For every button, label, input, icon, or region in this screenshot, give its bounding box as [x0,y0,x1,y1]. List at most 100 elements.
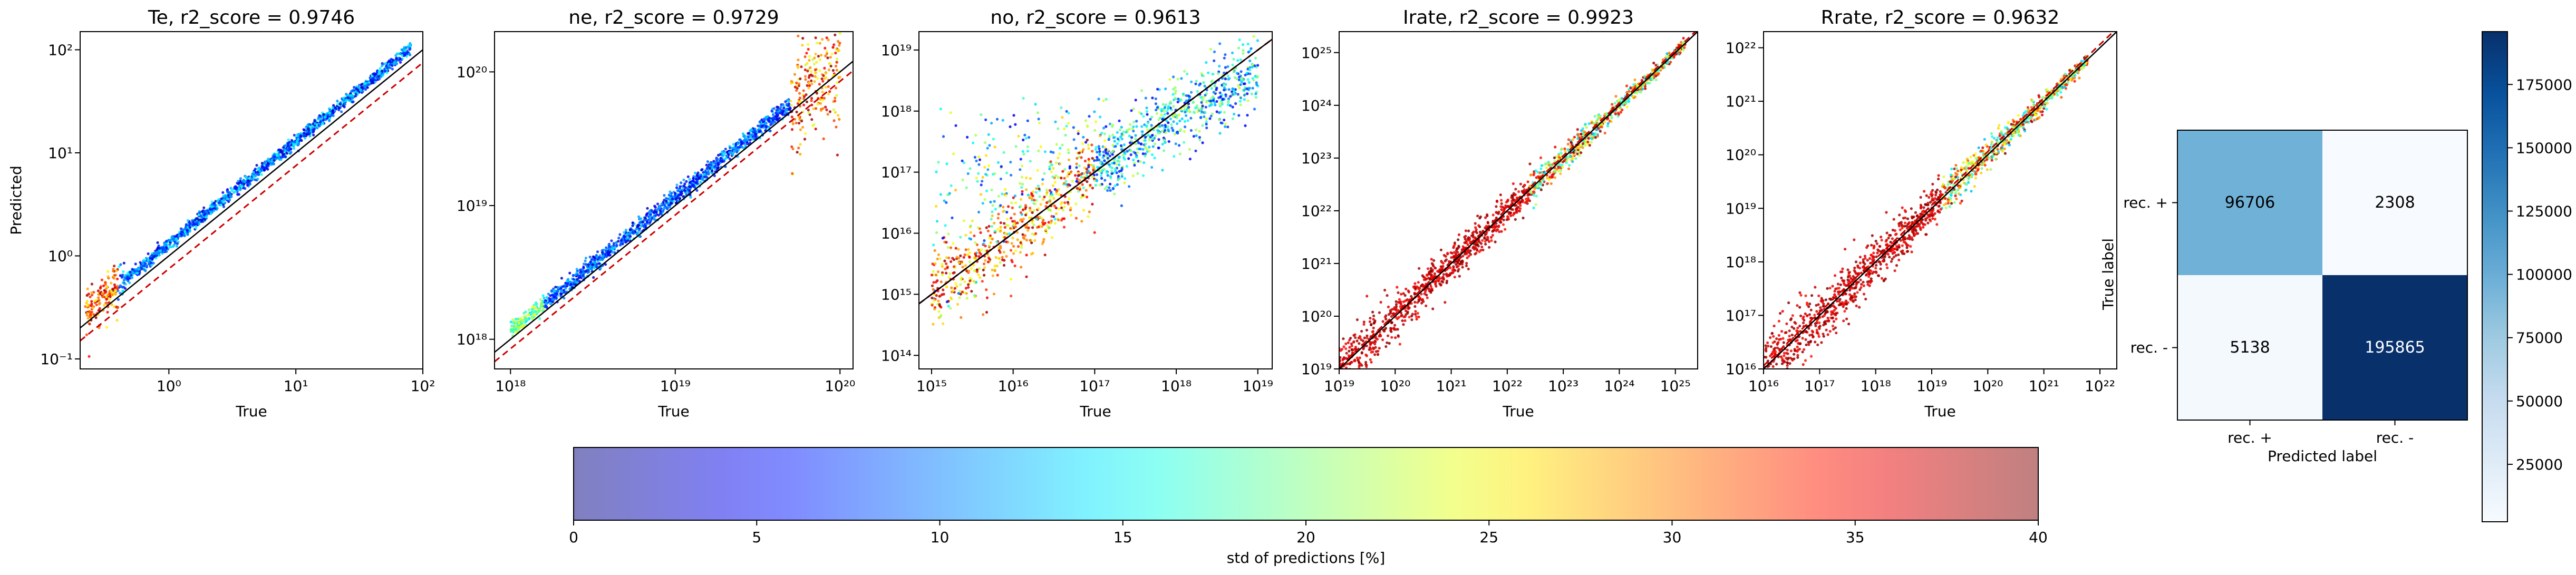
scatter-point [981,176,984,179]
scatter-point [833,5,836,7]
scatter-point [1060,219,1063,222]
scatter-point [615,241,618,245]
scatter-point [952,289,955,293]
scatter-point [345,92,348,96]
scatter-point [1243,82,1246,85]
scatter-point [961,266,964,269]
scatter-point [1118,119,1121,122]
scatter-point [1164,124,1167,127]
y-tick-label: 10² [48,41,73,59]
scatter-point [1076,187,1079,190]
scatter-point [942,322,945,325]
scatter-point [978,251,981,255]
scatter-point [287,138,290,141]
scatter-point [932,243,935,247]
scatter-point [724,148,727,151]
scatter-point [1061,143,1064,147]
scatter-point [976,180,979,183]
scatter-point [378,77,381,80]
scatter-point [88,355,91,358]
scatter-point [680,181,683,184]
scatter-point [350,97,353,100]
scatter-point [806,62,809,65]
scatter-point [1221,103,1224,106]
scatter-point [1203,115,1206,118]
scatter-point [1025,254,1028,257]
scatter-point [590,268,593,271]
scatter-point [1042,198,1045,201]
scatter-point [966,172,970,176]
scatter-point [248,177,251,180]
scatter-point [1134,151,1137,155]
scatter-point [964,248,967,251]
scatter-point [986,229,990,232]
scatter-point [994,256,998,259]
scatter-point [985,288,988,291]
scatter-point [170,245,173,249]
scatter-point [990,218,993,221]
scatter-point [983,165,986,169]
scatter-point [319,117,323,120]
scatter-point [1094,148,1097,151]
scatter-point [836,153,839,157]
y-tick-label: 10¹⁹ [881,42,912,59]
scatter-point [345,98,348,101]
scatter-point [826,11,828,13]
scatter-point [985,296,989,299]
scatter-point [821,80,825,83]
scatter-point [1086,174,1089,177]
scatter-point [119,291,122,295]
scatter-point [1174,92,1177,95]
scatter-point [997,247,1000,250]
scatter-point [831,46,835,49]
scatter-point [799,128,802,131]
scatter-point [86,287,89,290]
scatter-point [1086,139,1089,142]
scatter-point [636,226,639,229]
scatter-point [1010,242,1013,245]
scatter-point [1100,131,1103,135]
scatter-point [528,317,531,320]
scatter-point [939,108,942,111]
scatter-point [580,268,584,271]
scatter-point [553,289,556,293]
scatter-point [669,196,672,200]
scatter-point [1156,87,1159,91]
scatter-point [1108,137,1111,140]
scatter-point [1150,153,1154,157]
scatter-point [144,257,148,260]
scatter-point [1166,125,1169,128]
scatter-point [980,183,983,187]
scatter-point [1001,192,1004,196]
scatter-point [89,304,92,307]
scatter-point [1045,193,1048,196]
scatter-point [1203,84,1206,87]
scatter-point [1205,92,1208,95]
scatter-point [1045,231,1048,234]
scatter-point [1120,175,1124,178]
scatter-point [649,213,652,216]
scatter-point [838,32,841,35]
scatter-point [798,92,801,95]
scatter-point [821,99,825,102]
scatter-point [541,300,544,303]
scatter-point [1362,320,1366,324]
scatter-point [1116,138,1120,141]
scatter-point [1049,194,1052,198]
scatter-point [257,173,260,176]
scatter-point [1099,115,1102,119]
scatter-point [1041,178,1044,181]
scatter-point [966,135,969,139]
scatter-point [1116,142,1119,145]
scatter-point [1147,133,1150,137]
scatter-point [785,109,788,112]
scatter-point [1484,216,1487,219]
scatter-point [1124,177,1127,180]
scatter-point [1174,113,1177,116]
scatter-point [1204,105,1207,109]
scatter-point [98,303,101,306]
scatter-point [106,310,109,314]
scatter-point [1218,104,1222,108]
scatter-point [240,185,244,188]
scatter-point [1064,180,1068,183]
